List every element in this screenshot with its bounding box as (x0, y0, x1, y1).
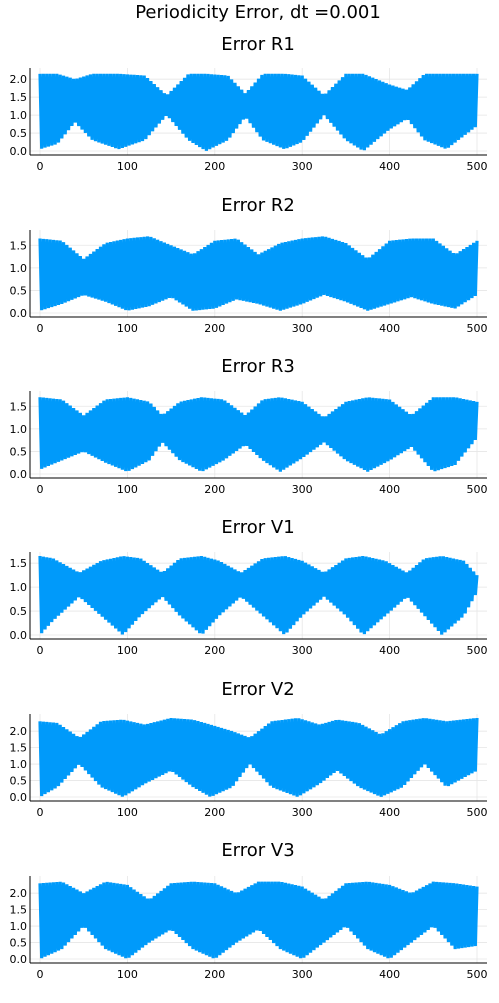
x-tick-label: 100 (117, 483, 138, 496)
x-tick-label: 300 (292, 644, 313, 657)
y-tick-label: 1.0 (10, 109, 28, 122)
x-tick-label: 400 (379, 644, 400, 657)
y-tick-label: 0.0 (10, 953, 28, 966)
x-tick-label: 0 (37, 160, 44, 173)
series-line (38, 397, 479, 472)
y-tick-label: 0.5 (10, 775, 28, 788)
x-tick-label: 100 (117, 160, 138, 173)
x-tick-label: 200 (204, 968, 225, 981)
series-line (38, 236, 479, 311)
subplot-3: Error R3 0 100 200 300 400 500 0.0 0.5 1.0 1.5 (10, 356, 488, 496)
x-tick-label: 500 (467, 160, 488, 173)
x-tick-label: 200 (204, 806, 225, 819)
x-tick-label: 100 (117, 806, 138, 819)
y-axis-ticks: 0.0 0.5 1.0 1.5 (10, 239, 28, 320)
y-tick-label: 1.0 (10, 581, 28, 594)
subplot-title: Error V1 (221, 517, 294, 538)
x-axis-ticks: 0 100 200 300 400 500 (37, 806, 488, 819)
x-tick-label: 400 (379, 322, 400, 335)
x-tick-label: 0 (37, 806, 44, 819)
y-axis-ticks: 0.0 0.5 1.0 1.5 2.0 (10, 887, 28, 966)
x-tick-label: 500 (467, 483, 488, 496)
y-tick-label: 2.0 (10, 73, 28, 86)
subplot-title: Error V2 (221, 679, 294, 700)
x-tick-label: 400 (379, 806, 400, 819)
x-tick-label: 200 (204, 644, 225, 657)
y-tick-label: 0.0 (10, 629, 28, 642)
x-tick-label: 400 (379, 968, 400, 981)
x-axis-ticks: 0 100 200 300 400 500 (37, 160, 488, 173)
subplot-title: Error R1 (221, 34, 295, 55)
x-tick-label: 300 (292, 322, 313, 335)
x-tick-label: 400 (379, 160, 400, 173)
x-tick-label: 200 (204, 322, 225, 335)
y-tick-label: 1.5 (10, 557, 28, 570)
y-tick-label: 0.5 (10, 127, 28, 140)
y-tick-label: 2.0 (10, 887, 28, 900)
series-line (38, 881, 479, 959)
y-tick-label: 2.0 (10, 725, 28, 738)
x-axis-ticks: 0 100 200 300 400 500 (37, 968, 488, 981)
y-tick-label: 1.5 (10, 904, 28, 917)
x-tick-label: 100 (117, 968, 138, 981)
y-axis-ticks: 0.0 0.5 1.0 1.5 (10, 400, 28, 481)
y-tick-label: 1.0 (10, 262, 28, 275)
series-line (38, 555, 479, 635)
x-tick-label: 100 (117, 322, 138, 335)
x-tick-label: 500 (467, 322, 488, 335)
subplot-title: Error V3 (221, 840, 294, 861)
y-axis-ticks: 0.0 0.5 1.0 1.5 2.0 (10, 73, 28, 158)
y-tick-label: 0.0 (10, 791, 28, 804)
subplot-title: Error R3 (221, 356, 295, 377)
x-tick-label: 400 (379, 483, 400, 496)
series-line (38, 717, 479, 797)
y-tick-label: 0.5 (10, 605, 28, 618)
x-tick-label: 200 (204, 160, 225, 173)
x-tick-label: 0 (37, 644, 44, 657)
x-tick-label: 200 (204, 483, 225, 496)
y-tick-label: 1.5 (10, 239, 28, 252)
y-tick-label: 0.5 (10, 445, 28, 458)
x-axis-ticks: 0 100 200 300 400 500 (37, 322, 488, 335)
y-tick-label: 0.5 (10, 937, 28, 950)
y-tick-label: 1.0 (10, 758, 28, 771)
x-tick-label: 0 (37, 483, 44, 496)
figure-title: Periodicity Error, dt =0.001 (135, 2, 381, 23)
subplot-5: Error V2 0 100 200 300 400 500 0.0 0.5 1.0 1.5 2.0 (10, 679, 488, 819)
subplot-2: Error R2 0 100 200 300 400 500 0.0 0.5 1.0 1.5 (10, 195, 488, 335)
y-tick-label: 1.5 (10, 742, 28, 755)
y-axis-ticks: 0.0 0.5 1.0 1.5 2.0 (10, 725, 28, 804)
x-tick-label: 0 (37, 968, 44, 981)
x-tick-label: 500 (467, 968, 488, 981)
series-line (38, 73, 479, 151)
x-tick-label: 500 (467, 644, 488, 657)
y-tick-label: 1.0 (10, 920, 28, 933)
y-tick-label: 1.5 (10, 91, 28, 104)
x-tick-label: 500 (467, 806, 488, 819)
y-tick-label: 1.0 (10, 423, 28, 436)
y-tick-label: 0.5 (10, 284, 28, 297)
y-axis-ticks: 0.0 0.5 1.0 1.5 (10, 557, 28, 642)
x-tick-label: 300 (292, 483, 313, 496)
subplot-4: Error V1 0 100 200 300 400 500 0.0 0.5 1.0 1.5 (10, 517, 488, 657)
x-axis-ticks: 0 100 200 300 400 500 (37, 644, 488, 657)
x-tick-label: 300 (292, 806, 313, 819)
x-tick-label: 300 (292, 160, 313, 173)
y-tick-label: 0.0 (10, 468, 28, 481)
subplot-title: Error R2 (221, 195, 295, 216)
x-axis-ticks: 0 100 200 300 400 500 (37, 483, 488, 496)
y-tick-label: 1.5 (10, 400, 28, 413)
x-tick-label: 300 (292, 968, 313, 981)
y-tick-label: 0.0 (10, 307, 28, 320)
x-tick-label: 100 (117, 644, 138, 657)
subplot-1: Error R1 0 100 200 300 400 500 0.0 0.5 1.0 1.5 2.0 (10, 34, 488, 173)
subplot-6: Error V3 0 100 200 300 400 500 0.0 0.5 1.0 1.5 2.0 (10, 840, 488, 981)
y-tick-label: 0.0 (10, 145, 28, 158)
x-tick-label: 0 (37, 322, 44, 335)
